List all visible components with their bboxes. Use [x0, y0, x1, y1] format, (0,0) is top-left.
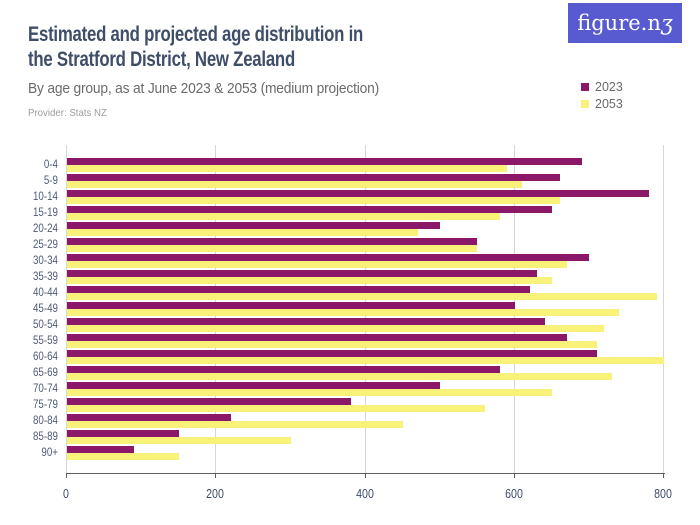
bar-2053-5-9	[67, 180, 523, 188]
bar-2053-70-74	[67, 388, 553, 396]
bar-2053-30-34	[67, 260, 567, 268]
x-tick-0	[66, 473, 67, 478]
bar-2023-25-29	[67, 237, 478, 245]
y-axis-label-55-59: 55-59	[32, 334, 58, 347]
y-axis-label-75-79: 75-79	[32, 398, 58, 411]
page-title: Estimated and projected age distribution…	[28, 23, 364, 71]
legend-swatch-2053	[581, 99, 589, 108]
x-tick-600	[513, 473, 515, 478]
x-tick-label-800: 800	[654, 487, 672, 501]
legend-swatch-2023	[581, 82, 589, 91]
y-axis-label-50-54: 50-54	[32, 318, 58, 331]
x-tick-label-200: 200	[206, 487, 225, 501]
y-axis-label-0-4: 0-4	[43, 158, 58, 171]
bar-2023-45-49	[67, 301, 515, 309]
legend-label: 2023	[595, 79, 623, 94]
bar-2053-90+	[67, 452, 179, 460]
bar-2053-65-69	[67, 372, 612, 380]
y-axis-labels: 0-4 5-9 10-14 15-19 20-24 25-29 30-34 35-39 40-4…	[0, 145, 58, 473]
y-axis-label-35-39: 35-39	[32, 270, 58, 283]
bar-2023-50-54	[67, 317, 545, 325]
bar-2023-30-34	[67, 253, 590, 261]
bar-2053-55-59	[67, 340, 597, 348]
bar-2023-0-4	[67, 157, 582, 165]
chart-subtitle: By age group, as at June 2023 & 2053 (me…	[28, 80, 380, 97]
bar-2023-70-74	[67, 381, 441, 389]
x-axis-line	[66, 473, 665, 474]
y-axis-label-10-14: 10-14	[32, 190, 58, 203]
y-axis-label-65-69: 65-69	[32, 366, 58, 379]
y-axis-label-60-64: 60-64	[32, 350, 58, 363]
bar-2023-20-24	[67, 221, 441, 229]
bar-2023-55-59	[67, 333, 567, 341]
legend: 2023 2053	[581, 78, 623, 112]
bar-2023-60-64	[67, 349, 597, 357]
bar-2023-75-79	[67, 397, 351, 405]
legend-label: 2053	[595, 96, 623, 111]
y-axis-label-5-9: 5-9	[43, 174, 58, 187]
bar-2053-0-4	[67, 164, 508, 172]
legend-item-2053: 2053	[581, 95, 623, 112]
bar-2053-75-79	[67, 404, 485, 412]
bar-2053-10-14	[67, 196, 560, 204]
y-axis-label-70-74: 70-74	[32, 382, 58, 395]
x-tick-label-0: 0	[63, 487, 69, 501]
bar-2053-85-89	[67, 436, 291, 444]
bar-2023-40-44	[67, 285, 530, 293]
bar-2053-25-29	[67, 244, 478, 252]
legend-item-2023: 2023	[581, 78, 623, 95]
y-axis-label-25-29: 25-29	[32, 238, 58, 251]
logo-text-tail: ʒ	[660, 11, 673, 35]
bar-2023-10-14	[67, 189, 650, 197]
x-tick-400	[364, 473, 366, 478]
provider-credit: Provider: Stats NZ	[28, 107, 107, 119]
y-axis-label-45-49: 45-49	[32, 302, 58, 315]
x-tick-label-600: 600	[504, 487, 523, 501]
bar-2023-35-39	[67, 269, 538, 277]
bar-2053-45-49	[67, 308, 620, 316]
bar-2023-15-19	[67, 205, 553, 213]
bar-2053-40-44	[67, 292, 657, 300]
x-tick-200	[215, 473, 217, 478]
gridline-800	[663, 145, 664, 473]
x-tick-label-400: 400	[355, 487, 374, 501]
bar-2053-60-64	[67, 356, 664, 364]
bar-2053-35-39	[67, 276, 553, 284]
plot-area	[66, 145, 664, 473]
y-axis-label-80-84: 80-84	[32, 414, 58, 427]
bar-2053-80-84	[67, 420, 403, 428]
logo-text-main: figure.n	[577, 11, 661, 35]
y-axis-label-30-34: 30-34	[32, 254, 58, 267]
bar-2053-15-19	[67, 212, 500, 220]
y-axis-label-90+: 90+	[41, 446, 58, 459]
bar-2023-65-69	[67, 365, 500, 373]
bar-2053-20-24	[67, 228, 418, 236]
bar-2053-50-54	[67, 324, 605, 332]
y-axis-label-40-44: 40-44	[32, 286, 58, 299]
y-axis-label-20-24: 20-24	[32, 222, 58, 235]
x-axis: 0 200 400 600 800	[63, 473, 672, 513]
x-tick-800	[663, 473, 664, 478]
gridline-0	[66, 145, 67, 473]
figure-nz-logo[interactable]: figure.n ʒ	[568, 3, 682, 43]
y-axis-label-85-89: 85-89	[32, 430, 58, 443]
bar-2023-5-9	[67, 173, 560, 181]
y-axis-label-15-19: 15-19	[32, 206, 58, 219]
bar-2023-85-89	[67, 429, 179, 437]
bar-2023-90+	[67, 445, 135, 453]
bar-2023-80-84	[67, 413, 232, 421]
